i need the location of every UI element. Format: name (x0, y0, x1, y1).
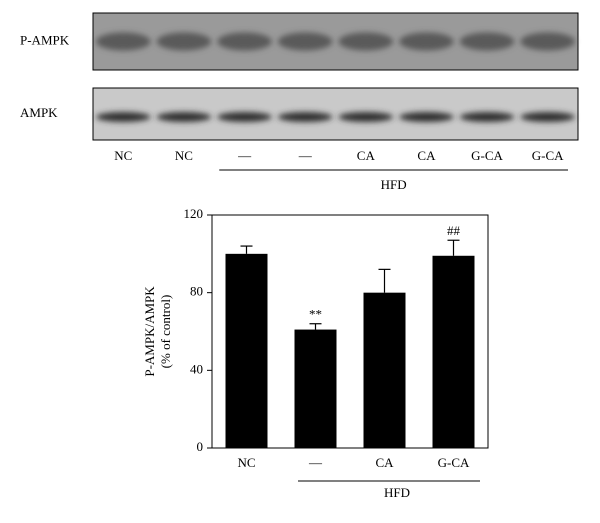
blot-band (96, 32, 151, 51)
x-tick-label: CA (375, 455, 394, 470)
blot-band (338, 32, 394, 51)
y-tick-label: 80 (190, 284, 203, 299)
lane-label: — (237, 148, 252, 163)
significance-mark: ## (447, 223, 461, 238)
y-tick-label: 0 (197, 439, 204, 454)
blot-band (459, 32, 515, 51)
lane-label: G-CA (471, 148, 503, 163)
blot-band (520, 32, 575, 51)
bar-chart: 0 40 80 120 P-AMPK/AMPK (% of control) NC — CA G-… (142, 206, 489, 500)
blot-band (459, 112, 515, 122)
lane-label: CA (417, 148, 436, 163)
x-tick-label: G-CA (438, 455, 470, 470)
y-axis-label: P-AMPK/AMPK (142, 286, 157, 377)
bar (294, 329, 337, 448)
blot-band (520, 112, 575, 122)
lane-label: NC (114, 148, 132, 163)
bar (225, 253, 268, 448)
lane-label: G-CA (532, 148, 564, 163)
blot-row-label: P-AMPK (20, 32, 70, 47)
blot-band (156, 112, 212, 122)
bar (432, 255, 475, 448)
y-tick-label: 120 (184, 206, 204, 221)
blot-band (217, 32, 272, 51)
blot-band (156, 32, 212, 51)
blot-band (277, 32, 333, 51)
blot-band (399, 32, 454, 51)
blot-band (217, 112, 272, 122)
lane-label: NC (175, 148, 193, 163)
y-axis-label: (% of control) (158, 295, 173, 369)
plot-frame (211, 214, 489, 449)
y-tick-label: 40 (190, 361, 203, 376)
blot-band (96, 112, 151, 122)
x-tick-label: — (308, 455, 323, 470)
x-tick-label: NC (237, 455, 255, 470)
blot-band (338, 112, 394, 122)
bar (363, 292, 406, 448)
group-label: HFD (384, 485, 410, 500)
significance-mark: ** (309, 307, 322, 322)
western-blot: P-AMPK AMPK NC NC — — CA CA G-CA G-CA HFD (20, 12, 579, 192)
blot-row-label: AMPK (20, 105, 58, 120)
blot-band (399, 112, 454, 122)
lane-label: CA (357, 148, 376, 163)
group-label: HFD (381, 177, 407, 192)
lane-label: — (298, 148, 313, 163)
blot-band (277, 112, 333, 122)
